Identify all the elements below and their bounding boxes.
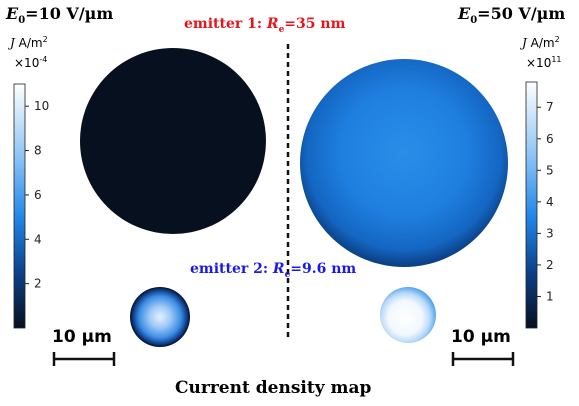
left-colorbar-tick-label: 2	[34, 277, 42, 291]
left-colorbar: 10 8 6 4 2	[13, 83, 49, 329]
right-scalebar	[451, 352, 515, 366]
right-colorbar-tick-label: 6	[546, 132, 554, 146]
right-colorbar-tick-label: 5	[546, 163, 554, 177]
left-scalebar	[52, 352, 116, 366]
left-colorbar-quantity: J A/m2	[10, 35, 48, 50]
right-colorbar-ticks: 7 6 5 4 3 2 1	[537, 100, 554, 303]
right-colorbar-multiplier: ×1011	[526, 55, 562, 70]
right-scalebar-label: 10 µm	[451, 327, 511, 347]
left-colorbar-tick-label: 10	[34, 99, 49, 113]
left-colorbar-tick-label: 8	[34, 144, 42, 158]
left-field-label: E0=10 V/µm	[6, 4, 114, 27]
emitter2-low-field-map	[130, 287, 190, 347]
left-colorbar-gradient	[13, 83, 26, 329]
right-colorbar-tick-label: 3	[546, 226, 554, 240]
emitter1-low-field-map	[80, 48, 266, 234]
right-colorbar-tick-label: 4	[546, 195, 554, 209]
right-colorbar: 7 6 5 4 3 2 1	[525, 81, 554, 329]
left-colorbar-multiplier: ×10-4	[14, 55, 48, 70]
emitter2-label: emitter 2: Re=9.6 nm	[190, 261, 357, 280]
emitter2-high-field-map	[380, 287, 436, 343]
right-field-label: E0=50 V/µm	[458, 4, 566, 27]
figure-caption: Current density map	[175, 378, 372, 398]
right-colorbar-tick-label: 1	[546, 289, 554, 303]
emitter1-high-field-map	[300, 59, 508, 267]
right-colorbar-tick-label: 7	[546, 100, 554, 114]
right-colorbar-gradient	[525, 81, 538, 329]
right-colorbar-quantity: J A/m2	[522, 35, 560, 50]
emitter1-label: emitter 1: Re=35 nm	[184, 16, 346, 35]
right-colorbar-tick-label: 2	[546, 258, 554, 272]
left-scalebar-label: 10 µm	[52, 327, 112, 347]
left-colorbar-tick-label: 4	[34, 232, 42, 246]
left-colorbar-ticks: 10 8 6 4 2	[25, 99, 49, 291]
left-colorbar-tick-label: 6	[34, 188, 42, 202]
